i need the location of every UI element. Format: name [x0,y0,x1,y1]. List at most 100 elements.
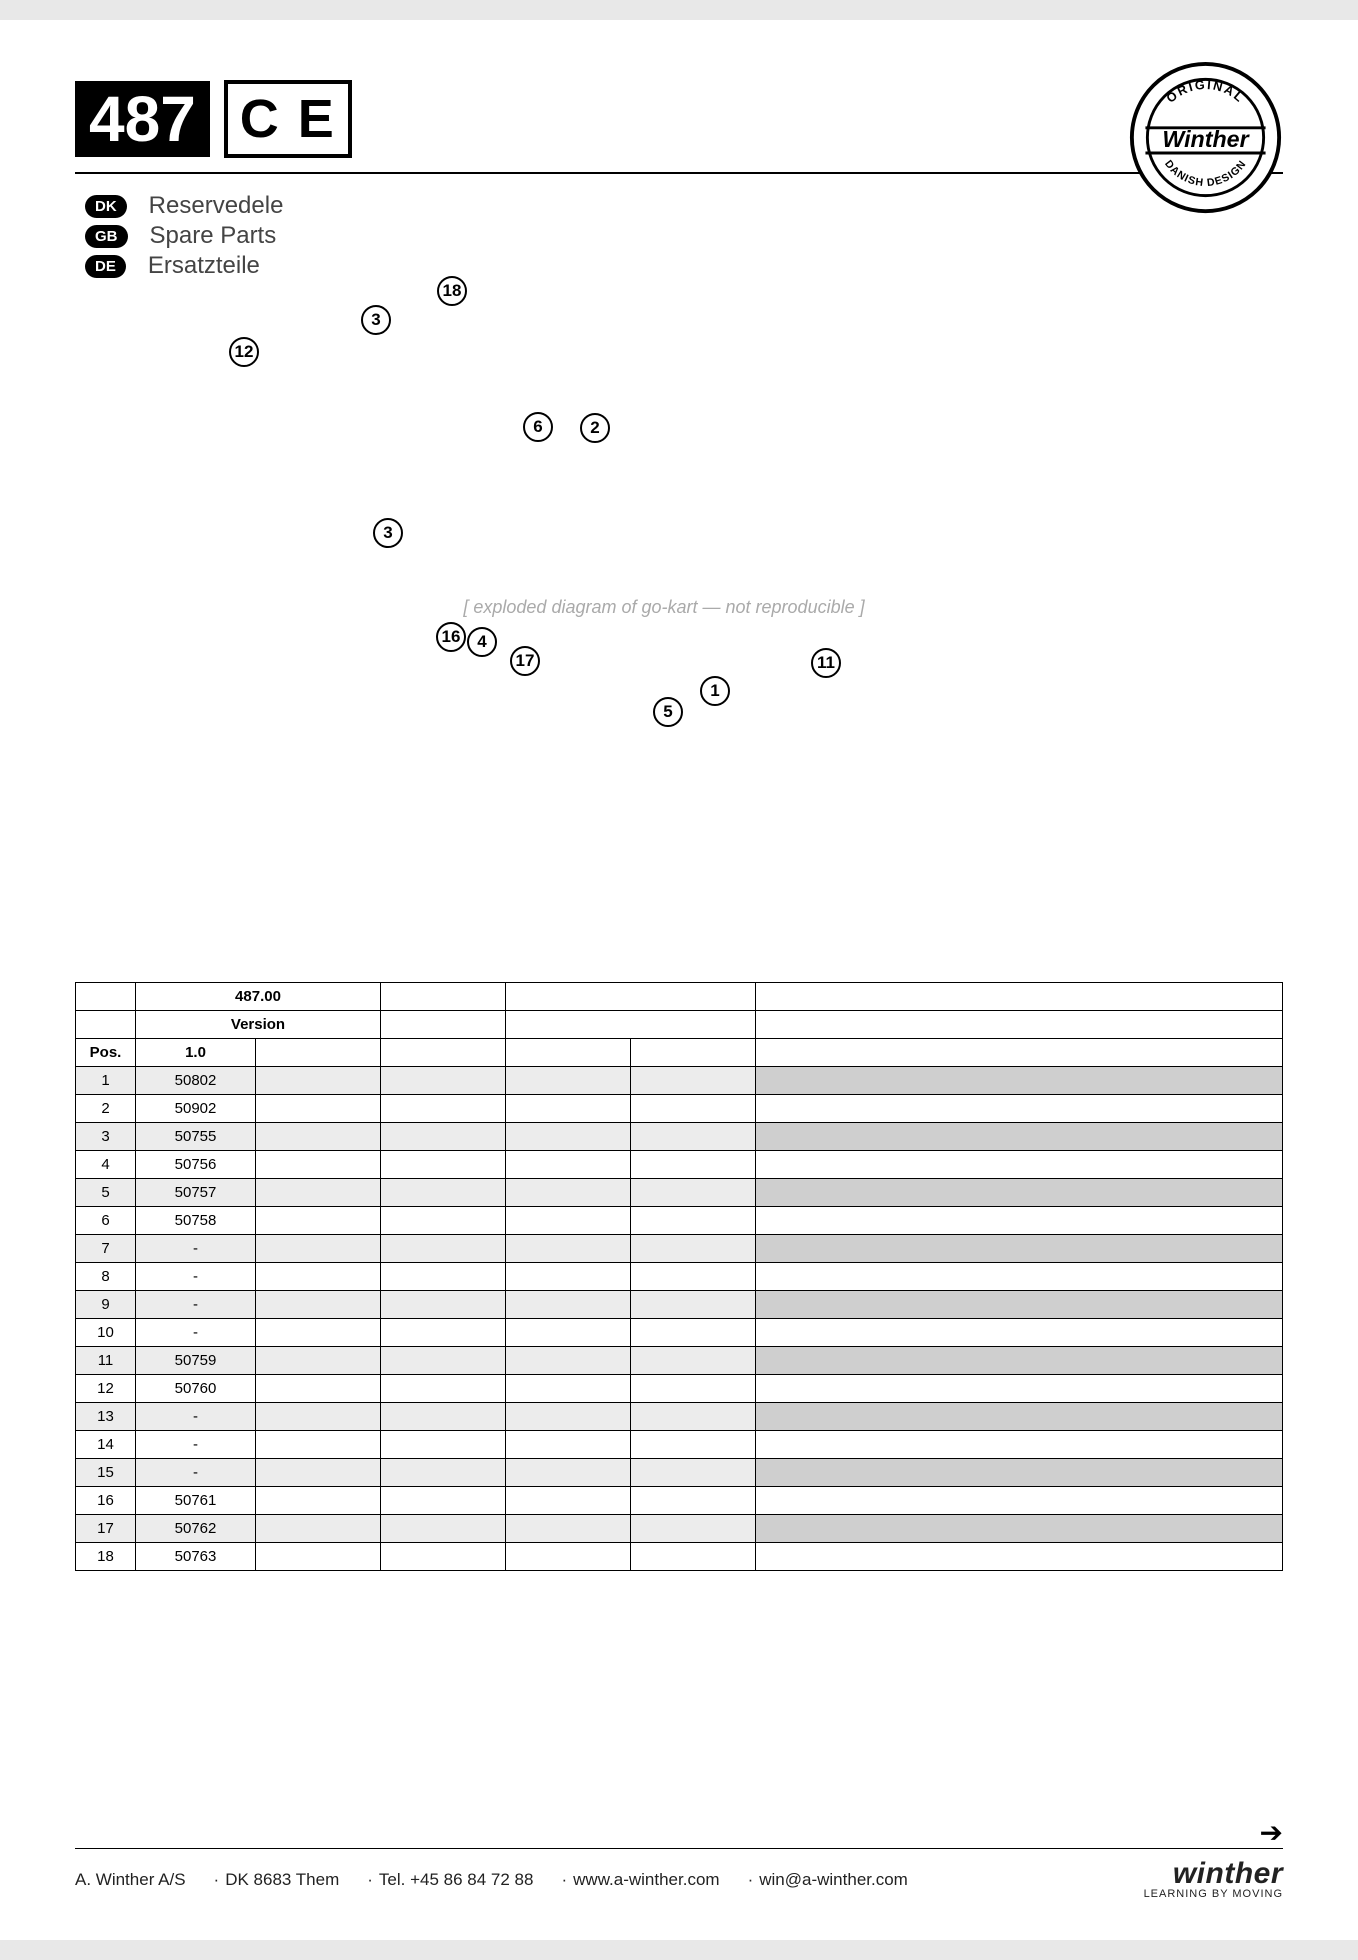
table-version-value: 1.0 [136,1039,256,1067]
brand-round-logo: ORIGINAL DANISH DESIGN Winther [1128,60,1283,215]
callout-bubble: 4 [467,627,497,657]
cell-empty [506,1347,631,1375]
cell-pos: 6 [76,1207,136,1235]
table-row: 1650761 [76,1487,1283,1515]
cell-empty [506,1319,631,1347]
cell-empty-wide [756,1095,1283,1123]
language-code-badge: DK [85,195,127,218]
cell-empty [381,1403,506,1431]
footer: ➔ A. Winther A/S DK 8683 Them Tel. +45 8… [75,1848,1283,1900]
page: 487 C E ORIGINAL DANISH DESIGN Winther D… [0,20,1358,1940]
cell-pos: 9 [76,1291,136,1319]
footer-tagline: LEARNING BY MOVING [1144,1889,1283,1900]
cell-empty [256,1319,381,1347]
cell-pos: 15 [76,1459,136,1487]
table-row: 13- [76,1403,1283,1431]
cell-empty [256,1291,381,1319]
footer-email: win@a-winther.com [742,1870,908,1890]
table-row: 7- [76,1235,1283,1263]
cell-empty [256,1431,381,1459]
table-pos-header: Pos. [76,1039,136,1067]
cell-empty [506,1291,631,1319]
table-row: 350755 [76,1123,1283,1151]
table-row: 550757 [76,1179,1283,1207]
cell-pos: 5 [76,1179,136,1207]
callout-bubble: 5 [653,697,683,727]
cell-pos: 3 [76,1123,136,1151]
cell-empty [506,1207,631,1235]
callout-bubble: 12 [229,337,259,367]
table-row: 10- [76,1319,1283,1347]
cell-empty-wide [756,1319,1283,1347]
cell-empty [256,1207,381,1235]
footer-web: www.a-winther.com [555,1870,719,1890]
cell-empty [256,1263,381,1291]
cell-empty [381,1263,506,1291]
cell-empty [256,1403,381,1431]
cell-empty [506,1095,631,1123]
cell-pos: 18 [76,1543,136,1571]
cell-empty [256,1123,381,1151]
cell-val: 50763 [136,1543,256,1571]
cell-pos: 8 [76,1263,136,1291]
footer-address: DK 8683 Them [208,1870,340,1890]
cell-val: 50758 [136,1207,256,1235]
table-version-label: Version [136,1011,381,1039]
callout-bubble: 17 [510,646,540,676]
cell-val: 50802 [136,1067,256,1095]
cell-empty [631,1375,756,1403]
cell-empty [381,1347,506,1375]
cell-empty [381,1095,506,1123]
cell-pos: 17 [76,1515,136,1543]
cell-empty-wide [756,1459,1283,1487]
cell-empty [506,1459,631,1487]
table-row: 9- [76,1291,1283,1319]
cell-empty [256,1347,381,1375]
table-row: 250902 [76,1095,1283,1123]
cell-empty [506,1235,631,1263]
table-row: 1750762 [76,1515,1283,1543]
cell-empty [631,1487,756,1515]
footer-logo: winther LEARNING BY MOVING [1144,1859,1283,1900]
cell-val: - [136,1403,256,1431]
exploded-diagram: [ exploded diagram of go-kart — not repr… [75,242,1283,942]
cell-empty-wide [756,1403,1283,1431]
cell-empty [381,1487,506,1515]
diagram-placeholder-text: [ exploded diagram of go-kart — not repr… [165,302,1163,912]
cell-empty [381,1459,506,1487]
cell-empty-wide [756,1151,1283,1179]
cell-empty [506,1487,631,1515]
cell-empty [631,1067,756,1095]
cell-pos: 16 [76,1487,136,1515]
cell-empty [631,1291,756,1319]
cell-empty [631,1151,756,1179]
cell-empty [381,1431,506,1459]
cell-empty [631,1095,756,1123]
cell-empty-wide [756,1179,1283,1207]
cell-empty [631,1347,756,1375]
footer-contact: A. Winther A/S DK 8683 Them Tel. +45 86 … [75,1870,908,1890]
cell-empty [256,1459,381,1487]
cell-val: 50755 [136,1123,256,1151]
cell-empty [381,1543,506,1571]
cell-empty [381,1123,506,1151]
language-row: DKReservedele [85,192,1283,220]
callout-bubble: 18 [437,276,467,306]
cell-val: 50902 [136,1095,256,1123]
cell-empty-wide [756,1543,1283,1571]
cell-val: - [136,1431,256,1459]
cell-empty [506,1403,631,1431]
cell-empty-wide [756,1375,1283,1403]
cell-val: - [136,1235,256,1263]
cell-empty [506,1431,631,1459]
callout-bubble: 6 [523,412,553,442]
callout-bubble: 2 [580,413,610,443]
callout-bubble: 3 [361,305,391,335]
footer-line: A. Winther A/S DK 8683 Them Tel. +45 86 … [75,1859,1283,1900]
cell-pos: 11 [76,1347,136,1375]
cell-empty [631,1319,756,1347]
cell-empty-wide [756,1123,1283,1151]
cell-empty [506,1123,631,1151]
table-row: 1150759 [76,1347,1283,1375]
cell-empty [256,1515,381,1543]
